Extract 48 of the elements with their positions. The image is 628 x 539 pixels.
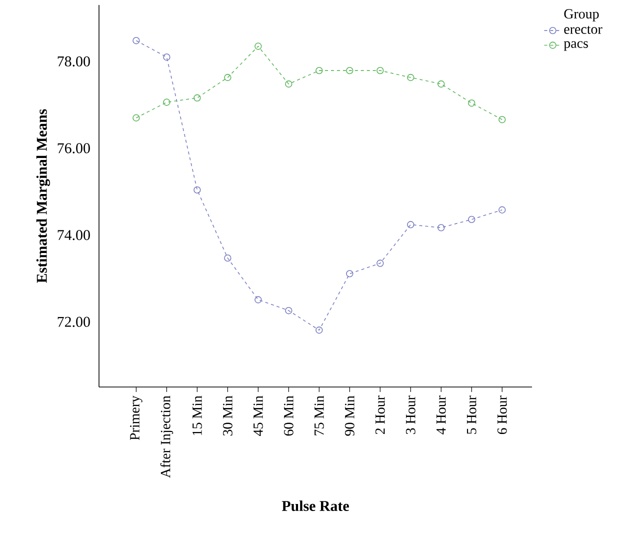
- x-tick-label: 5 Hour: [466, 396, 476, 434]
- y-tick-label: 72.00: [58, 316, 90, 327]
- point: [346, 270, 354, 278]
- y-tick-label: 74.00: [58, 230, 90, 240]
- point: [224, 254, 232, 262]
- y-tick-label: 78.00: [58, 56, 90, 67]
- point: [254, 42, 262, 50]
- y-tick-label: 76.00: [58, 143, 90, 154]
- point: [163, 98, 170, 106]
- point: [224, 74, 232, 82]
- point: [376, 260, 384, 267]
- x-tick-label: After Injection: [160, 396, 174, 478]
- legend-title: Group: [564, 9, 599, 22]
- point: [194, 94, 201, 102]
- x-tick-label: 45 Min: [253, 396, 263, 436]
- point: [316, 66, 323, 74]
- point: [254, 296, 262, 304]
- legend-label: erector: [564, 26, 602, 34]
- x-tick-label: 4 Hour: [436, 396, 446, 434]
- point: [163, 53, 170, 61]
- x-tick-label: 90 Min: [344, 396, 354, 436]
- x-tick-label: 60 Min: [284, 396, 294, 436]
- x-axis-title: Pulse Rate: [282, 500, 349, 512]
- x-tick-label: 6 Hour: [497, 396, 507, 434]
- point: [346, 66, 354, 74]
- y-axis-title: Estimated Marginal Means: [36, 109, 50, 283]
- x-tick-label: Primery: [130, 396, 142, 440]
- point: [316, 326, 323, 334]
- x-tick-label: 75 Min: [314, 396, 324, 436]
- point: [438, 80, 445, 88]
- point: [376, 66, 384, 74]
- point: [194, 186, 201, 194]
- point: [132, 114, 140, 122]
- point: [132, 36, 140, 44]
- x-tick-label: 15 Min: [192, 396, 202, 435]
- point: [285, 80, 292, 88]
- point: [498, 116, 506, 124]
- legend-label: pacs: [564, 41, 588, 51]
- x-tick-label: 3 Hour: [406, 396, 416, 434]
- point: [407, 221, 414, 228]
- point: [407, 74, 414, 82]
- point: [438, 224, 445, 232]
- x-tick-label: 2 Hour: [375, 396, 385, 434]
- point: [468, 100, 476, 107]
- x-tick-label: 30 Min: [222, 396, 232, 436]
- point: [285, 307, 292, 314]
- point: [498, 206, 506, 214]
- point: [468, 216, 476, 224]
